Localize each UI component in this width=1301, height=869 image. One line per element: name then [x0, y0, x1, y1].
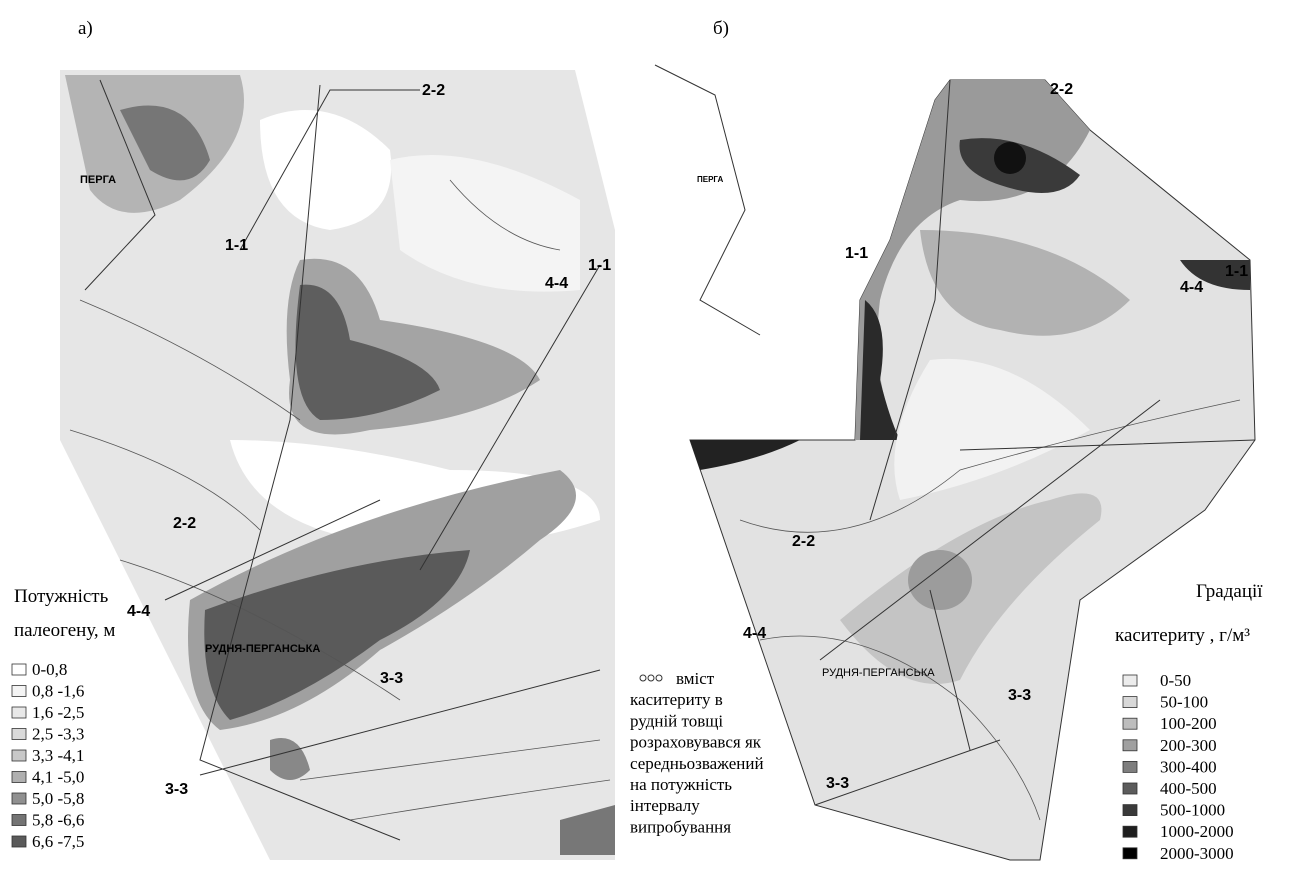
note-line: вміст: [676, 669, 715, 688]
section-label: 2-2: [422, 82, 445, 99]
note-line: випробування: [630, 817, 731, 836]
note-line: на потужність: [630, 775, 732, 794]
legend-swatch: [12, 772, 26, 783]
legend-swatch: [1123, 783, 1137, 794]
section-label: 4-4: [1180, 279, 1203, 296]
place-label: ПЕРГА: [697, 175, 723, 184]
legend-label: 0-0,8: [32, 660, 67, 679]
note-line: розраховувався як: [630, 733, 762, 752]
legend-swatch: [12, 686, 26, 697]
legend-swatch: [12, 729, 26, 740]
legend-swatch: [1123, 740, 1137, 751]
legend-title: каситериту , г/м³: [1115, 625, 1250, 646]
note-line: інтервалу: [630, 796, 700, 815]
legend-label: 500-1000: [1160, 801, 1225, 820]
legend-label: 5,8 -6,6: [32, 811, 84, 830]
legend-swatch: [1123, 848, 1137, 859]
legend-label: 1000-2000: [1160, 822, 1234, 841]
legend-label: 200-300: [1160, 736, 1217, 755]
legend-label: 1,6 -2,5: [32, 703, 84, 722]
legend-title: Потужність: [14, 586, 109, 607]
legend-swatch: [1123, 826, 1137, 837]
section-label: 1-1: [1225, 263, 1248, 280]
legend-swatch: [12, 750, 26, 761]
place-label: ПЕРГА: [80, 174, 116, 186]
legend-label: 3,3 -4,1: [32, 746, 84, 765]
legend-label: 50-100: [1160, 693, 1208, 712]
legend-label: 2000-3000: [1160, 844, 1234, 863]
legend-title: палеогену, м: [14, 620, 115, 641]
legend-swatch: [12, 793, 26, 804]
legend-label: 300-400: [1160, 757, 1217, 776]
figure: а) б) ПЕРГА РУДНЯ-ПЕРГАНСЬКА ПЕРГА РУДНЯ…: [0, 0, 1301, 869]
section-label: 3-3: [826, 775, 849, 792]
place-label: РУДНЯ-ПЕРГАНСЬКА: [822, 667, 935, 679]
legend-swatch: [1123, 697, 1137, 708]
section-label: 3-3: [380, 670, 403, 687]
legend-label: 0,8 -1,6: [32, 682, 84, 701]
map-a: [60, 70, 615, 860]
section-label: 4-4: [545, 275, 568, 292]
legend-label: 6,6 -7,5: [32, 832, 84, 851]
note-line: рудній товщі: [630, 711, 723, 730]
legend-swatch: [1123, 718, 1137, 729]
sample-icon: [640, 675, 662, 681]
section-label: 2-2: [792, 533, 815, 550]
legend-label: 2,5 -3,3: [32, 725, 84, 744]
section-label: 2-2: [1050, 81, 1073, 98]
legend-swatch: [12, 836, 26, 847]
legend-swatch: [12, 707, 26, 718]
section-label: 3-3: [1008, 687, 1031, 704]
note-line: каситериту в: [630, 690, 723, 709]
legend-label: 0-50: [1160, 671, 1191, 690]
legend-swatch: [1123, 761, 1137, 772]
section-label: 4-4: [743, 625, 766, 642]
note-line: середньозважений: [630, 754, 764, 773]
section-label: 1-1: [588, 257, 611, 274]
section-label: 2-2: [173, 515, 196, 532]
legend-label: 5,0 -5,8: [32, 789, 84, 808]
section-label: 3-3: [165, 781, 188, 798]
legend-swatch: [12, 815, 26, 826]
place-label: РУДНЯ-ПЕРГАНСЬКА: [205, 643, 320, 655]
section-label: 1-1: [225, 237, 248, 254]
legend-label: 4,1 -5,0: [32, 768, 84, 787]
panel-title: б): [713, 18, 729, 39]
section-label: 1-1: [845, 245, 868, 262]
legend-label: 400-500: [1160, 779, 1217, 798]
legend-title: Градації: [1196, 581, 1263, 602]
panel-title: а): [78, 18, 93, 39]
legend-swatch: [1123, 675, 1137, 686]
legend-swatch: [1123, 805, 1137, 816]
legend-label: 100-200: [1160, 714, 1217, 733]
section-label: 4-4: [127, 603, 150, 620]
legend-swatch: [12, 664, 26, 675]
